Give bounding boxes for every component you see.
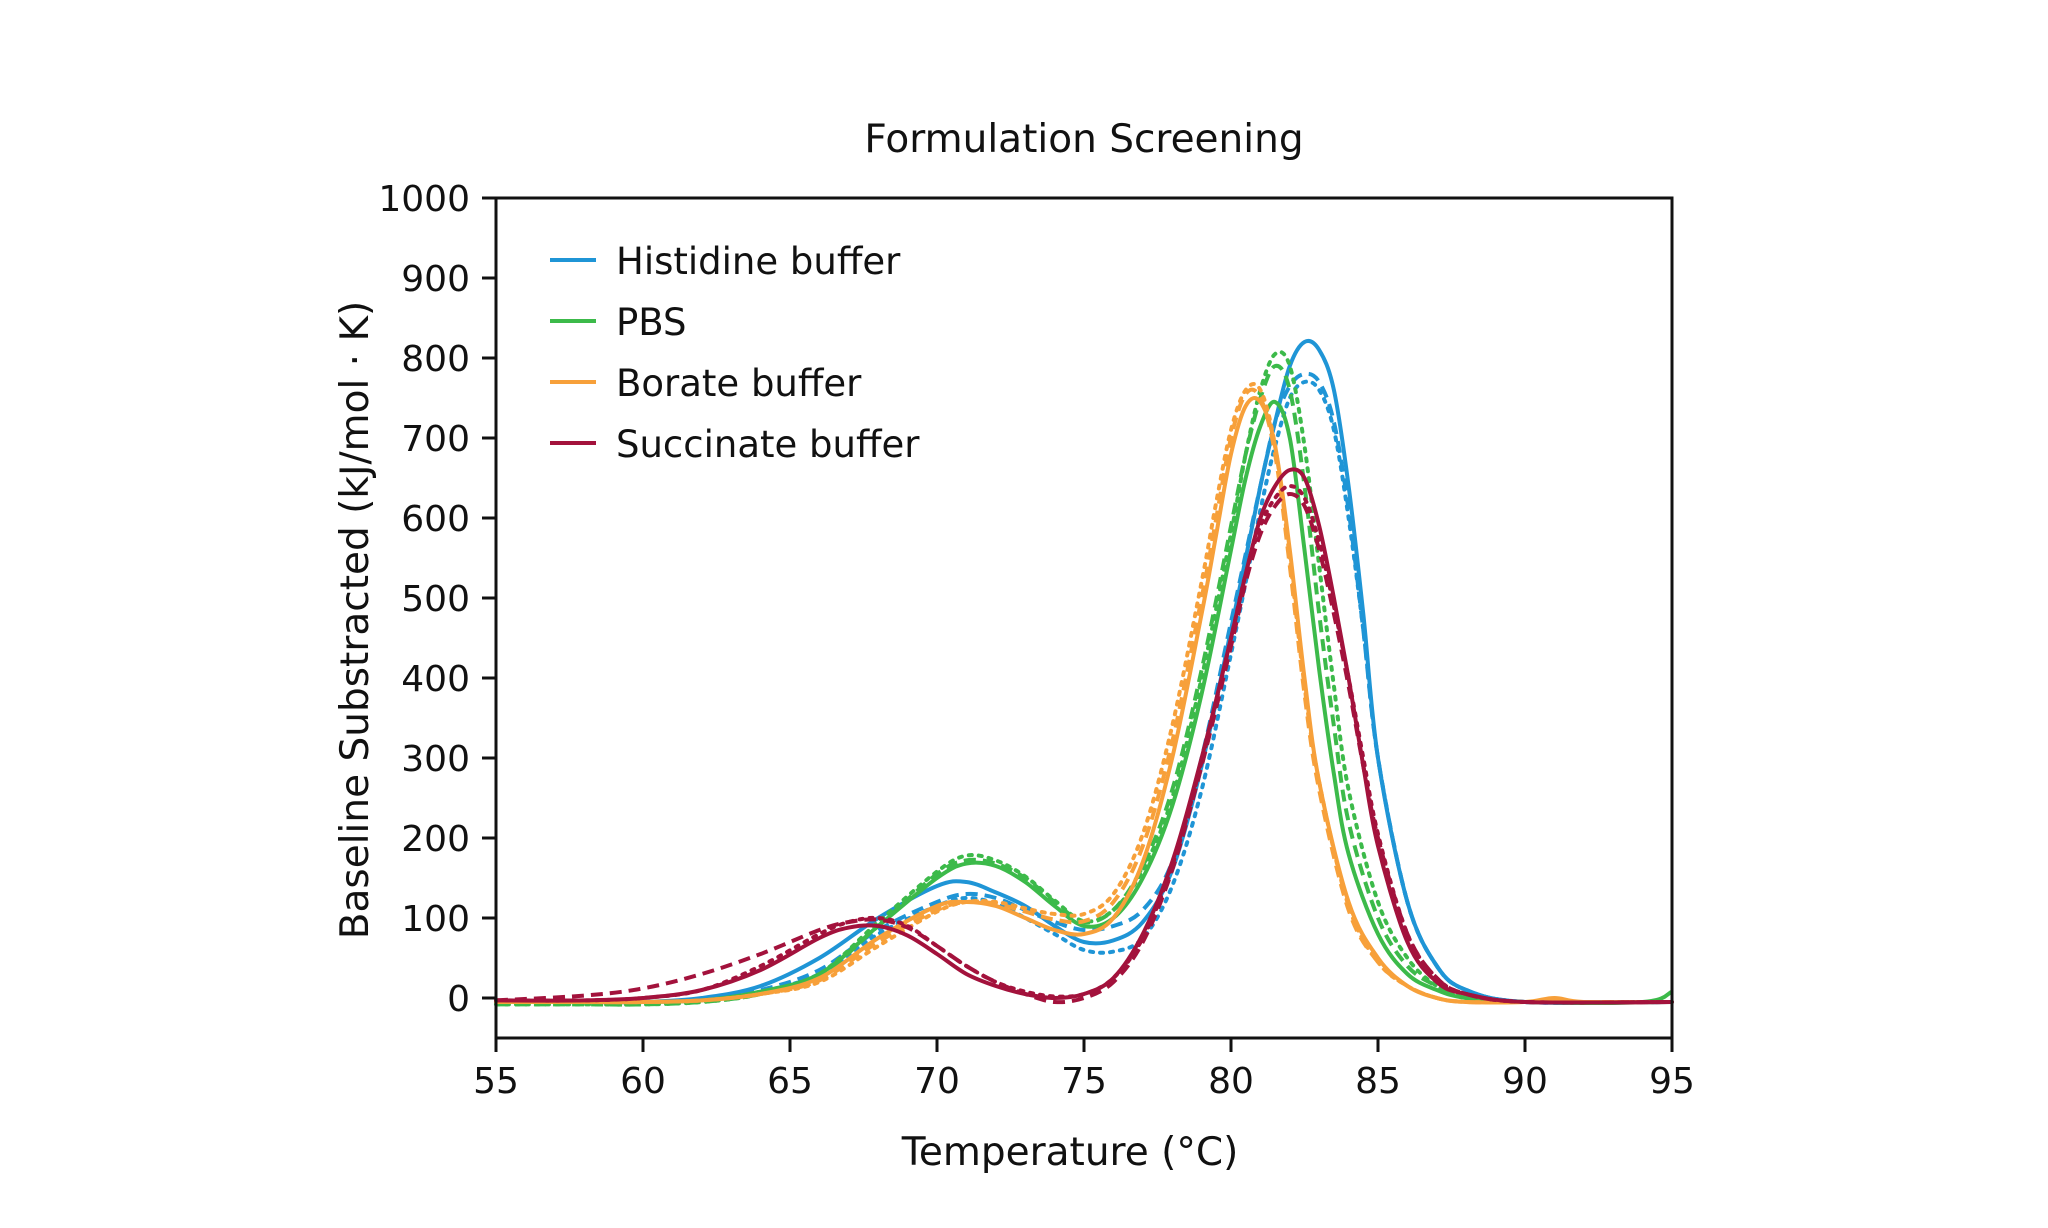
- series-line-borate-buffer-dotted: [494, 382, 1674, 1005]
- y-tick-label: 900: [401, 259, 470, 300]
- series-line-pbs-dotted: [494, 350, 1674, 1007]
- series-line-borate-buffer-solid: [495, 396, 1673, 1005]
- x-tick-label: 75: [1061, 1061, 1107, 1102]
- y-tick-label: 300: [401, 739, 470, 780]
- x-tick-label: 65: [767, 1061, 813, 1102]
- y-axis-label: Baseline Substracted (kJ/mol · K): [333, 301, 378, 940]
- legend-label: PBS: [616, 301, 687, 344]
- x-tick-label: 85: [1355, 1061, 1401, 1102]
- x-tick-label: 70: [914, 1061, 960, 1102]
- chart-title: Formulation Screening: [864, 117, 1303, 162]
- series-line-histidine-buffer-dashed: [495, 371, 1673, 1005]
- x-axis: 55 60 65 70 75 80 85 90 95: [473, 1038, 1695, 1102]
- x-tick-label: 80: [1208, 1061, 1254, 1102]
- y-tick-label: 200: [401, 819, 470, 860]
- y-tick-label: 400: [401, 659, 470, 700]
- y-tick-label: 500: [401, 579, 470, 620]
- legend: Histidine buffer PBS Borate buffer Succinat…: [550, 240, 920, 466]
- series-line-borate-buffer-dashed: [495, 387, 1672, 1005]
- x-tick-label: 60: [620, 1061, 666, 1102]
- y-tick-label: 800: [401, 339, 470, 380]
- x-tick-label: 95: [1649, 1061, 1695, 1102]
- x-axis-label: Temperature (°C): [901, 1130, 1239, 1175]
- y-tick-label: 600: [401, 499, 470, 540]
- y-tick-label: 700: [401, 419, 470, 460]
- x-tick-label: 55: [473, 1061, 519, 1102]
- legend-label: Histidine buffer: [616, 240, 901, 283]
- plot-area: [494, 339, 1674, 1007]
- legend-label: Borate buffer: [616, 362, 862, 405]
- x-tick-label: 90: [1502, 1061, 1548, 1102]
- y-tick-label: 1000: [378, 179, 470, 220]
- series-line-histidine-buffer-dotted: [494, 379, 1674, 1005]
- y-tick-label: 100: [401, 899, 470, 940]
- series-line-succinate-buffer-dotted: [494, 484, 1674, 1005]
- y-axis: 0 100 200 300 400 500 600 700 800 900 1000: [378, 179, 496, 1020]
- legend-label: Succinate buffer: [616, 423, 920, 466]
- y-tick-label: 0: [447, 979, 470, 1020]
